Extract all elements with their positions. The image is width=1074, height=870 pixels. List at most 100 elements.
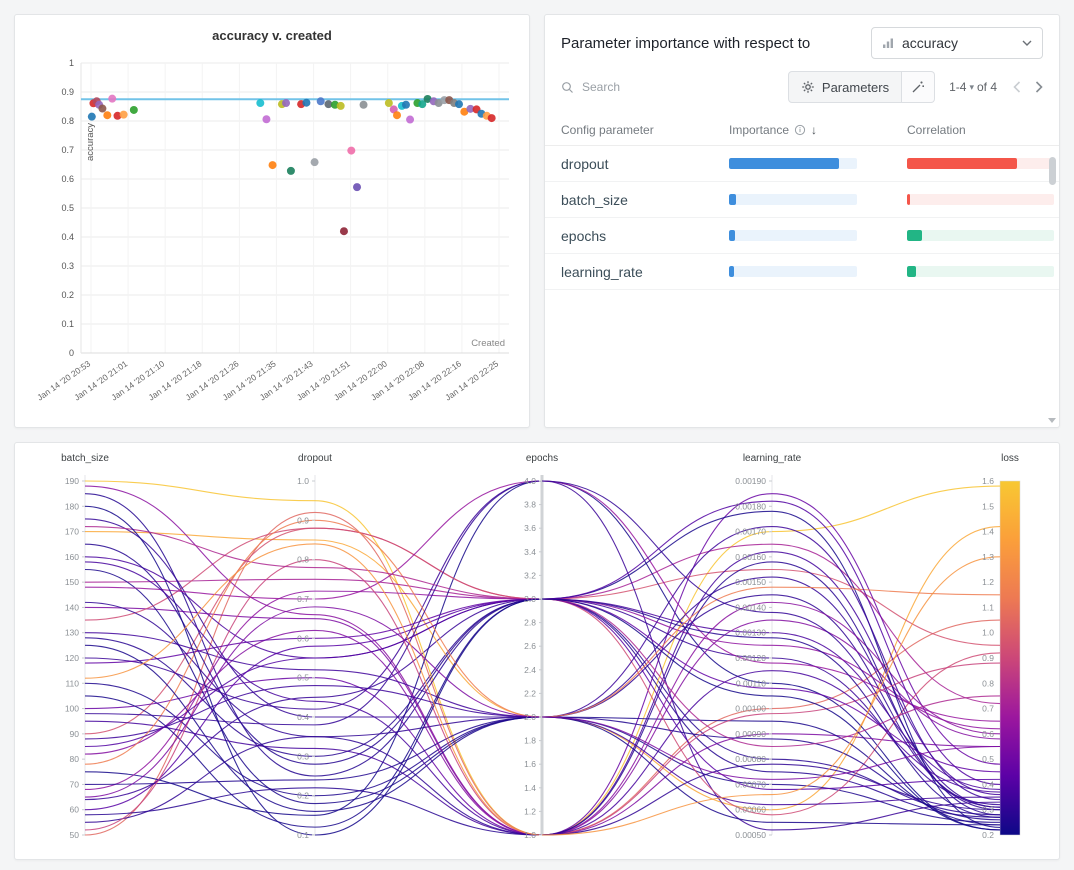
run-line[interactable] [84,493,1001,836]
scatter-point[interactable] [406,115,415,124]
tick-label: 3.8 [524,500,536,510]
col-correlation[interactable]: Correlation [907,123,966,137]
run-line[interactable] [84,543,1001,836]
scroll-down-icon[interactable] [1048,418,1056,423]
y-tick-label: 0.1 [61,319,74,329]
scatter-point[interactable] [418,100,427,109]
color-tick-label: 0.8 [982,678,994,688]
y-tick-label: 0.8 [61,116,74,126]
scatter-point[interactable] [103,111,112,120]
search-input[interactable] [580,79,724,95]
parallel-coordinates-chart[interactable]: batch_size 190 180 170 160 150 140 130 120 110 100… [15,443,1059,857]
pagination-caret-icon[interactable]: ▾ [969,81,974,92]
tick-label: 0.00190 [735,476,766,486]
color-tick-label: 0.3 [982,805,994,815]
run-line[interactable] [84,644,1001,826]
magic-wand-icon [912,81,925,93]
run-line[interactable] [84,480,1001,808]
scatter-point[interactable] [108,94,117,103]
tick-label: 3.6 [524,523,536,533]
scatter-point[interactable] [256,99,265,108]
scatter-point[interactable] [286,166,295,175]
tick-label: 100 [65,704,79,714]
col-importance[interactable]: Importance ↓ [729,123,818,137]
run-line[interactable] [84,511,1001,836]
scatter-point[interactable] [466,104,475,113]
scatter-point[interactable] [262,115,271,124]
tick-label: 0.00120 [735,653,766,663]
scatter-point[interactable] [282,99,291,108]
loss-colorbar[interactable] [999,480,1021,836]
scatter-point[interactable] [310,158,319,167]
metric-select[interactable]: accuracy [871,27,1043,59]
next-page-button[interactable] [1035,81,1043,93]
tick-label: 2.8 [524,618,536,628]
run-line[interactable] [84,543,1001,705]
search-box[interactable] [561,79,788,95]
y-tick-label: 0.6 [61,174,74,184]
tick-label: 1.2 [524,806,536,816]
tick-label: 0.3 [297,751,309,761]
tick-label: 4.0 [524,476,536,486]
scatter-point[interactable] [389,105,398,114]
y-axis-label: accuracy [85,123,96,161]
scatter-point[interactable] [87,112,96,121]
importance-table-body: dropout batch_size epochs learning_rate [545,146,1059,290]
pagination-range[interactable]: 1-4 [949,80,967,94]
parameters-button[interactable]: Parameters [787,71,903,103]
color-tick-label: 0.5 [982,754,994,764]
magic-wand-button[interactable] [902,71,936,103]
tick-label: 0.00140 [735,602,766,612]
scatter-point[interactable] [423,94,432,103]
scatter-point[interactable] [129,105,138,114]
sort-desc-icon[interactable]: ↓ [811,123,818,137]
y-tick-label: 0.5 [61,203,74,213]
scatter-point[interactable] [98,104,107,113]
scatter-point[interactable] [302,98,311,107]
scatter-point[interactable] [487,114,496,123]
table-row[interactable]: epochs [545,218,1059,254]
scatter-point[interactable] [336,101,345,110]
run-line[interactable] [84,606,1001,798]
parameter-name: dropout [561,155,609,172]
scatter-point[interactable] [347,146,356,155]
scatter-point[interactable] [401,100,410,109]
run-line[interactable] [84,505,1001,836]
tick-label: 0.7 [297,594,309,604]
tick-label: 170 [65,527,79,537]
run-line[interactable] [84,561,1001,836]
col-config-parameter[interactable]: Config parameter [561,123,654,137]
scatter-point[interactable] [324,100,333,109]
scatter-panel: accuracy v. created 1 0.9 0.8 0.7 0.6 0.5 0.4 0… [14,14,530,428]
scatter-point[interactable] [113,111,122,120]
color-tick-label: 0.4 [982,779,994,789]
scatter-point[interactable] [455,100,464,109]
scrollbar-thumb[interactable] [1049,157,1056,185]
tick-label: 1.0 [297,476,309,486]
color-axis-title: loss [1001,453,1019,464]
table-row[interactable]: batch_size [545,182,1059,218]
table-row[interactable]: dropout [545,146,1059,182]
table-row[interactable]: learning_rate [545,254,1059,290]
tick-label: 1.8 [524,736,536,746]
scatter-point[interactable] [460,107,469,116]
scatter-point[interactable] [393,111,401,120]
tick-label: 0.8 [297,555,309,565]
scatter-point[interactable] [384,99,393,108]
parameter-name: learning_rate [561,263,643,280]
run-line[interactable] [84,500,1001,785]
scatter-point[interactable] [359,100,368,109]
scatter-point[interactable] [316,97,325,106]
run-line[interactable] [84,519,1001,765]
scrollbar[interactable] [1049,133,1057,411]
tick-label: 90 [70,729,80,739]
scatter-point[interactable] [353,183,362,192]
scatter-point[interactable] [268,161,277,170]
prev-page-button[interactable] [1013,81,1021,93]
y-tick-label: 0.4 [61,232,74,242]
scatter-point[interactable] [339,227,348,236]
scatter-point[interactable] [119,110,128,119]
run-line[interactable] [84,559,1001,836]
run-line[interactable] [84,525,1001,801]
